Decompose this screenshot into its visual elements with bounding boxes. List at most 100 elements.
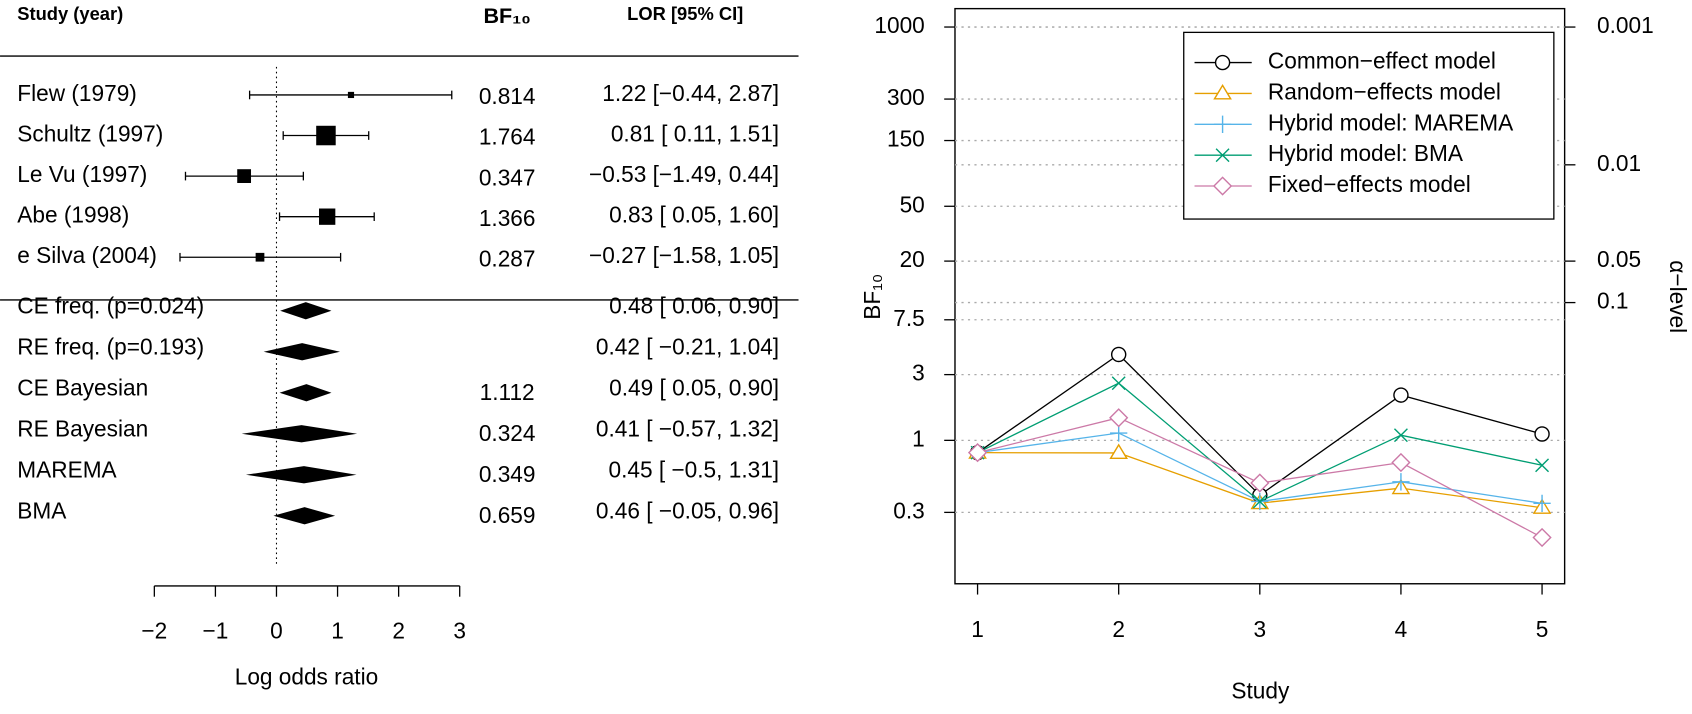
bf-value: 0.287 — [479, 245, 536, 271]
y2-tick-label: 0.01 — [1597, 150, 1641, 176]
bf-value: 1.764 — [479, 124, 536, 150]
ci-label: −0.27 [−1.58, 1.05] — [589, 242, 779, 268]
study-name: Le Vu (1997) — [17, 161, 147, 187]
x-tick-label: 5 — [1536, 616, 1549, 642]
legend-marker — [1212, 176, 1233, 196]
x-tick-label: −1 — [202, 617, 228, 643]
x-tick-label: 2 — [392, 617, 405, 643]
pooled-diamond — [263, 343, 340, 361]
y-tick-label: 7.5 — [893, 305, 924, 331]
pooled-diamond — [273, 507, 336, 525]
y-tick-label: 3 — [912, 360, 925, 386]
point — [1391, 452, 1411, 473]
point — [1111, 376, 1126, 391]
y2-tick-label: 0.001 — [1597, 12, 1654, 38]
legend-marker — [1214, 54, 1231, 71]
point — [1533, 494, 1551, 512]
bf-value: 1.366 — [479, 205, 536, 231]
pooled-diamond — [280, 302, 332, 320]
x-tick-label: 0 — [270, 617, 283, 643]
ci-label: 0.48 [ 0.06, 0.90] — [609, 293, 779, 319]
x-tick-label: −2 — [141, 617, 167, 643]
ci-label: 0.49 [ 0.05, 0.90] — [609, 375, 779, 401]
column-header: Study (year) — [17, 3, 123, 24]
y-tick-label: 50 — [900, 191, 925, 217]
study-square — [237, 169, 252, 183]
ci-label: 0.42 [ −0.21, 1.04] — [596, 334, 779, 360]
pooled-diamond — [279, 384, 332, 402]
bf-value: 0.659 — [479, 502, 536, 528]
y-tick-label: 1000 — [874, 12, 924, 38]
pooled-diamond — [241, 425, 358, 443]
legend-label: Common−effect model — [1268, 48, 1496, 74]
point — [1532, 527, 1552, 548]
pooled-name: RE Bayesian — [17, 416, 148, 442]
point — [1393, 428, 1408, 443]
pooled-name: BMA — [17, 498, 67, 524]
legend-label: Fixed−effects model — [1268, 171, 1471, 197]
x-axis-title: Study — [1231, 678, 1290, 704]
x-tick-label: 2 — [1112, 616, 1125, 642]
x-tick-label: 3 — [1254, 616, 1267, 642]
study-square — [319, 208, 336, 225]
pooled-name: CE freq. (p=0.024) — [17, 293, 204, 319]
y-tick-label: 1 — [912, 425, 925, 451]
column-header: BF₁₀ — [483, 3, 530, 28]
pooled-name: MAREMA — [17, 457, 117, 483]
legend-marker — [1213, 83, 1232, 100]
bf-value: 0.324 — [479, 420, 536, 446]
y-tick-label: 150 — [887, 126, 925, 152]
bf-value: 0.347 — [479, 164, 536, 190]
y-tick-label: 20 — [900, 246, 925, 272]
legend-marker — [1213, 115, 1232, 133]
pooled-name: CE Bayesian — [17, 375, 148, 401]
pooled-diamond — [245, 466, 357, 484]
y2-axis-title: α−level — [1665, 260, 1691, 333]
point — [1109, 408, 1129, 428]
y-tick-label: 300 — [887, 84, 925, 110]
point — [1109, 443, 1129, 460]
study-square — [347, 91, 355, 99]
x-axis-title: Log odds ratio — [235, 664, 379, 690]
ci-label: 0.81 [ 0.11, 1.51] — [611, 121, 779, 147]
study-name: Abe (1998) — [17, 202, 129, 228]
point — [1534, 426, 1550, 442]
y2-tick-label: 0.05 — [1597, 246, 1641, 272]
point — [1392, 473, 1410, 491]
study-square — [316, 125, 336, 146]
legend-box — [1183, 31, 1555, 220]
y-tick-label: 0.3 — [893, 497, 924, 523]
ci-label: 0.83 [ 0.05, 1.60] — [609, 202, 779, 228]
ci-label: 0.46 [ −0.05, 0.96] — [596, 498, 779, 524]
bf-value: 0.814 — [479, 83, 536, 109]
study-name: Schultz (1997) — [17, 121, 163, 147]
study-square — [255, 252, 265, 262]
column-header: LOR [95% CI] — [627, 3, 743, 24]
ci-label: 0.45 [ −0.5, 1.31] — [609, 457, 780, 483]
point — [967, 443, 988, 463]
point — [1535, 458, 1550, 473]
ci-label: 0.41 [ −0.57, 1.32] — [596, 416, 779, 442]
study-name: e Silva (2004) — [17, 242, 157, 268]
bf-value: 0.349 — [479, 461, 536, 487]
x-tick-label: 1 — [971, 616, 984, 642]
legend-marker — [1215, 148, 1230, 163]
legend-label: Hybrid model: MAREMA — [1268, 109, 1514, 135]
x-tick-label: 3 — [453, 617, 466, 643]
y-axis-title: BF₁₀ — [859, 274, 885, 320]
point — [1252, 494, 1267, 509]
study-name: Flew (1979) — [17, 80, 137, 106]
point — [1250, 473, 1270, 493]
legend-label: Random−effects model — [1268, 78, 1501, 104]
x-tick-label: 1 — [331, 617, 344, 643]
ci-label: 1.22 [−0.44, 2.87] — [602, 80, 779, 106]
legend-label: Hybrid model: BMA — [1268, 140, 1464, 166]
point — [1110, 346, 1127, 363]
bf-value: 1.112 — [480, 379, 535, 405]
ci-label: −0.53 [−1.49, 0.44] — [589, 161, 779, 187]
pooled-name: RE freq. (p=0.193) — [17, 334, 204, 360]
y2-tick-label: 0.1 — [1597, 288, 1628, 314]
point — [1393, 387, 1409, 403]
